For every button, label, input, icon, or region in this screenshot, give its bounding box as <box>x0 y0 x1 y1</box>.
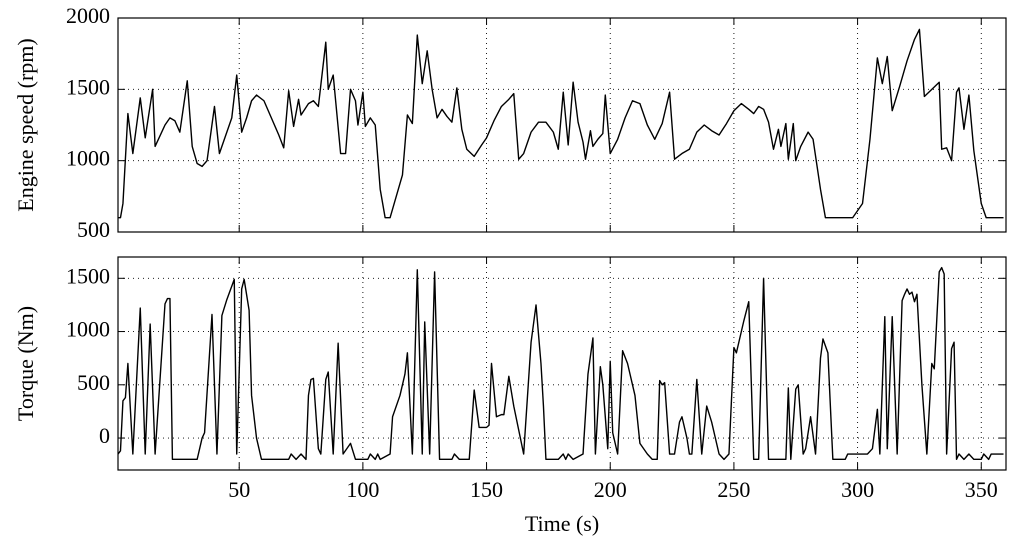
y-tick-label: 1500 <box>66 263 110 288</box>
x-tick-label: 200 <box>594 477 627 502</box>
axes-frame <box>117 17 1007 233</box>
x-tick-label: 150 <box>470 477 503 502</box>
line-series <box>118 28 1004 219</box>
y-tick-label: 500 <box>77 217 110 242</box>
x-tick-label: 50 <box>228 477 250 502</box>
x-tick-label: 300 <box>841 477 874 502</box>
y-tick-label: 1000 <box>66 317 110 342</box>
y-tick-label: 1500 <box>66 74 110 99</box>
y-axis-label: Engine speed (rpm) <box>13 38 38 212</box>
axes-frame <box>117 256 1007 471</box>
y-axis-label: Torque (Nm) <box>13 306 38 421</box>
x-axis-label: Time (s) <box>525 511 599 536</box>
y-tick-label: 0 <box>99 423 110 448</box>
y-tick-label: 1000 <box>66 146 110 171</box>
y-tick-label: 2000 <box>66 3 110 28</box>
x-tick-label: 350 <box>965 477 998 502</box>
x-tick-label: 250 <box>717 477 750 502</box>
y-tick-label: 500 <box>77 370 110 395</box>
x-tick-label: 100 <box>346 477 379 502</box>
line-series <box>117 266 1004 461</box>
